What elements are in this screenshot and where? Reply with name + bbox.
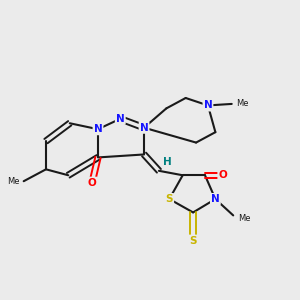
Text: S: S <box>166 194 173 204</box>
Text: O: O <box>88 178 96 188</box>
Text: H: H <box>164 157 172 167</box>
Text: S: S <box>189 236 197 246</box>
Text: N: N <box>204 100 212 110</box>
Text: N: N <box>94 124 102 134</box>
Text: Me: Me <box>7 177 19 186</box>
Text: O: O <box>218 170 227 180</box>
Text: Me: Me <box>236 99 249 108</box>
Text: N: N <box>140 123 148 133</box>
Text: Me: Me <box>238 214 250 223</box>
Text: N: N <box>116 114 125 124</box>
Text: N: N <box>211 194 220 204</box>
